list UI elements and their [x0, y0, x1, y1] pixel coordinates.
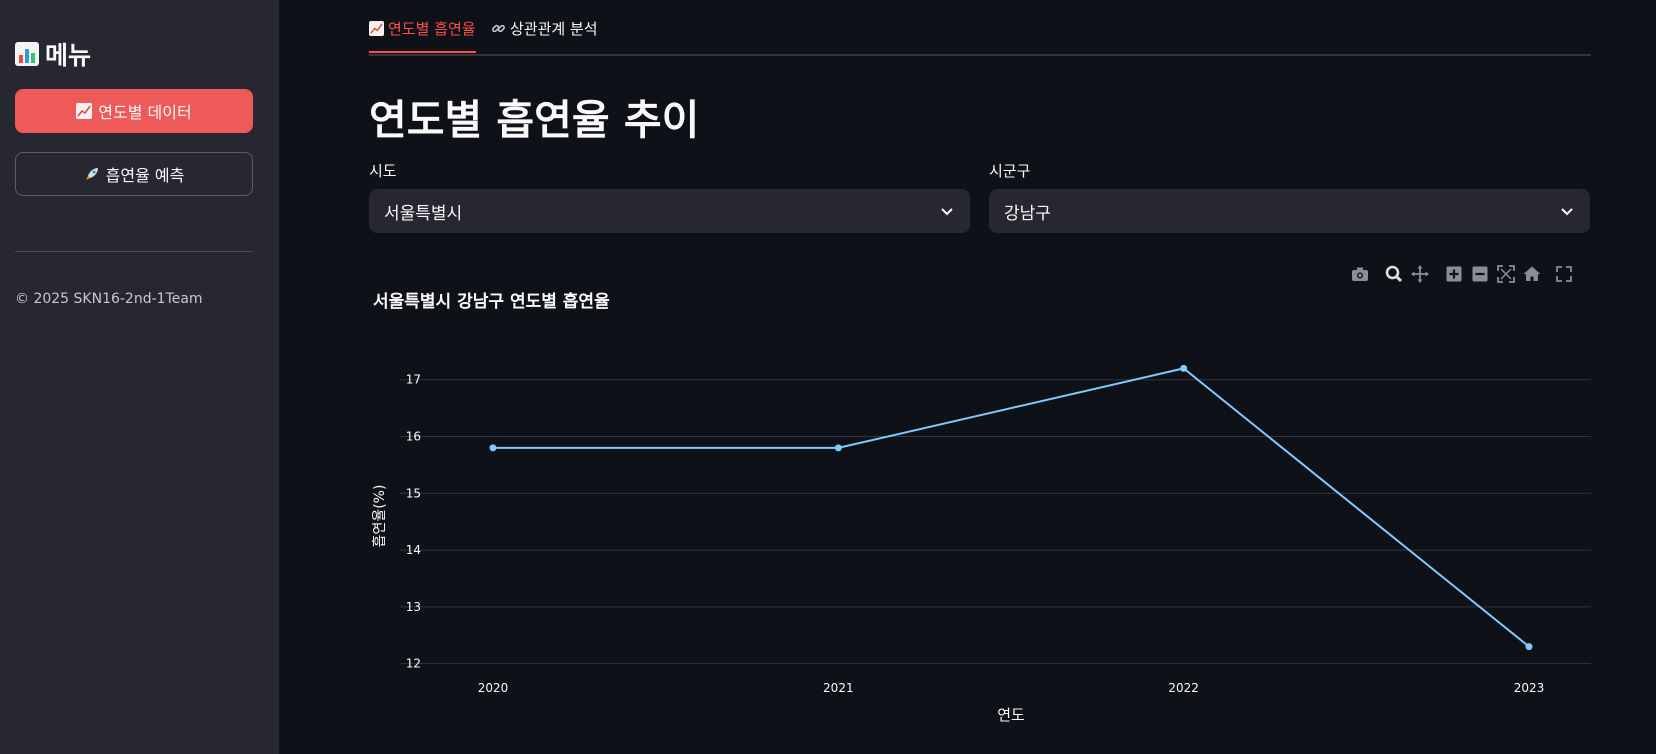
sigungu-select[interactable]: 강남구 — [989, 189, 1590, 233]
x-tick-label: 2020 — [478, 681, 509, 695]
x-axis-ticks: 2020 2021 2022 2023 — [478, 681, 1545, 695]
sido-select-value: 서울특별시 — [384, 203, 463, 224]
camera-icon — [1352, 267, 1368, 281]
zoom-out-button[interactable] — [1468, 262, 1492, 286]
sidebar-footer: © 2025 SKN16-2nd-1Team — [15, 291, 203, 307]
x-axis-title: 연도 — [997, 706, 1025, 724]
sidebar: 메뉴 연도별 데이터 흡연율 예측 © 2025 SKN16-2nd-1Team — [0, 0, 279, 754]
yearly-data-button-label: 연도별 데이터 — [98, 103, 192, 122]
series-line — [493, 367, 1530, 648]
bar-chart-icon — [15, 42, 39, 66]
y-tick-label: 14 — [406, 543, 421, 557]
sigungu-label: 시군구 — [989, 162, 1031, 180]
x-tick-label: 2022 — [1168, 681, 1199, 695]
y-axis-title: 흡연율(%) — [372, 485, 388, 548]
tab-correlation-analysis-label: 상관관계 분석 — [510, 20, 598, 38]
sidebar-title-text: 메뉴 — [45, 41, 92, 70]
sigungu-select-value: 강남구 — [1004, 203, 1051, 224]
sido-label: 시도 — [369, 162, 397, 180]
fullscreen-icon — [1556, 266, 1572, 282]
main-content: 연도별 흡연율 상관관계 분석 연도별 흡연율 추이 시도 서울특별시 시군구 … — [279, 0, 1656, 754]
sidebar-divider — [15, 251, 253, 252]
tab-yearly-smoking-rate-label: 연도별 흡연율 — [388, 20, 476, 38]
reset-axes-button[interactable] — [1520, 262, 1544, 286]
autoscale-button[interactable] — [1494, 262, 1518, 286]
series — [489, 364, 1533, 651]
pan-button[interactable] — [1408, 262, 1432, 286]
data-point — [1180, 364, 1188, 372]
smoking-forecast-button[interactable]: 흡연율 예측 — [15, 152, 253, 196]
zoom-in-icon — [1446, 266, 1462, 282]
data-point — [834, 444, 842, 452]
tab-yearly-smoking-rate[interactable]: 연도별 흡연율 — [369, 18, 476, 53]
data-point — [489, 444, 497, 452]
y-tick-label: 13 — [406, 600, 421, 614]
zoom-button[interactable] — [1382, 262, 1406, 286]
page-title: 연도별 흡연율 추이 — [369, 96, 700, 144]
y-tick-label: 12 — [406, 657, 421, 671]
x-tick-label: 2023 — [1514, 681, 1545, 695]
y-tick-label: 16 — [406, 430, 421, 444]
autoscale-icon — [1497, 265, 1515, 283]
sidebar-title: 메뉴 — [15, 36, 91, 72]
yearly-data-button[interactable]: 연도별 데이터 — [15, 89, 253, 133]
y-axis-ticks: 12 13 14 15 16 17 — [406, 373, 421, 671]
smoking-forecast-button-label: 흡연율 예측 — [105, 166, 185, 185]
pan-icon — [1411, 265, 1429, 283]
chevron-down-icon — [941, 208, 953, 216]
fullscreen-button[interactable] — [1552, 262, 1576, 286]
zoom-out-icon — [1472, 266, 1488, 282]
y-tick-label: 15 — [406, 486, 421, 500]
sido-select[interactable]: 서울특별시 — [369, 189, 970, 233]
chevron-down-icon — [1561, 208, 1573, 216]
home-icon — [1523, 266, 1541, 281]
zoom-icon — [1385, 265, 1403, 283]
chart-increasing-icon — [76, 103, 93, 119]
tab-bar: 연도별 흡연율 상관관계 분석 — [369, 0, 1591, 56]
chart-title: 서울특별시 강남구 연도별 흡연율 — [373, 291, 610, 312]
grid-lines — [400, 379, 1591, 665]
zoom-in-button[interactable] — [1442, 262, 1466, 286]
y-tick-label: 17 — [406, 373, 421, 387]
chart-increasing-icon — [369, 21, 384, 36]
download-png-button[interactable] — [1348, 262, 1372, 286]
link-icon — [492, 24, 505, 33]
x-tick-label: 2021 — [823, 681, 854, 695]
rocket-icon — [85, 168, 98, 180]
data-point — [1525, 643, 1533, 651]
tab-correlation-analysis[interactable]: 상관관계 분석 — [491, 18, 598, 51]
